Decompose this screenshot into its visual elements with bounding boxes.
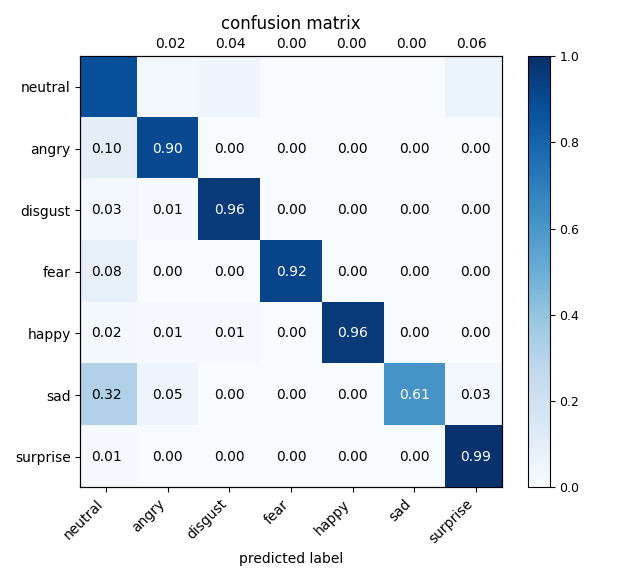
Text: 0.00: 0.00 (460, 327, 491, 340)
Text: 0.00: 0.00 (152, 265, 183, 279)
Text: 0.92: 0.92 (276, 265, 307, 279)
Text: 0.00: 0.00 (214, 388, 245, 402)
Text: 0.00: 0.00 (399, 203, 430, 217)
Text: 0.01: 0.01 (91, 450, 122, 464)
Text: 0.00: 0.00 (337, 142, 368, 156)
Text: 0.03: 0.03 (91, 203, 121, 217)
Text: 0.96: 0.96 (214, 203, 245, 217)
Text: 0.00: 0.00 (399, 142, 430, 156)
Text: 0.00: 0.00 (276, 142, 307, 156)
Text: 0.01: 0.01 (152, 327, 183, 340)
Text: 0.00: 0.00 (214, 265, 245, 279)
Text: 0.00: 0.00 (276, 327, 307, 340)
Text: 0.08: 0.08 (91, 265, 122, 279)
Text: 0.00: 0.00 (276, 388, 307, 402)
Title: confusion matrix: confusion matrix (221, 15, 361, 33)
Text: 0.10: 0.10 (91, 142, 122, 156)
Text: 0.01: 0.01 (152, 203, 183, 217)
Text: 0.03: 0.03 (460, 388, 491, 402)
Text: 0.00: 0.00 (214, 142, 245, 156)
Text: 0.99: 0.99 (460, 450, 491, 464)
Text: 0.00: 0.00 (460, 265, 491, 279)
Text: 0.61: 0.61 (399, 388, 430, 402)
Text: 0.00: 0.00 (152, 450, 183, 464)
Text: 0.00: 0.00 (337, 450, 368, 464)
Text: 0.96: 0.96 (337, 327, 368, 340)
Text: 0.00: 0.00 (337, 388, 368, 402)
Text: 0.00: 0.00 (460, 142, 491, 156)
X-axis label: predicted label: predicted label (239, 552, 343, 566)
Text: 0.00: 0.00 (399, 327, 430, 340)
Text: 0.00: 0.00 (399, 265, 430, 279)
Text: 0.32: 0.32 (91, 388, 121, 402)
Text: 0.90: 0.90 (152, 142, 183, 156)
Text: 0.00: 0.00 (460, 203, 491, 217)
Text: 0.00: 0.00 (214, 450, 245, 464)
Text: 0.05: 0.05 (152, 388, 183, 402)
Text: 0.00: 0.00 (276, 203, 307, 217)
Text: 0.00: 0.00 (399, 450, 430, 464)
Text: 0.00: 0.00 (337, 265, 368, 279)
Text: 0.00: 0.00 (337, 203, 368, 217)
Text: 0.02: 0.02 (91, 327, 121, 340)
Text: 0.00: 0.00 (276, 450, 307, 464)
Text: 0.01: 0.01 (214, 327, 245, 340)
